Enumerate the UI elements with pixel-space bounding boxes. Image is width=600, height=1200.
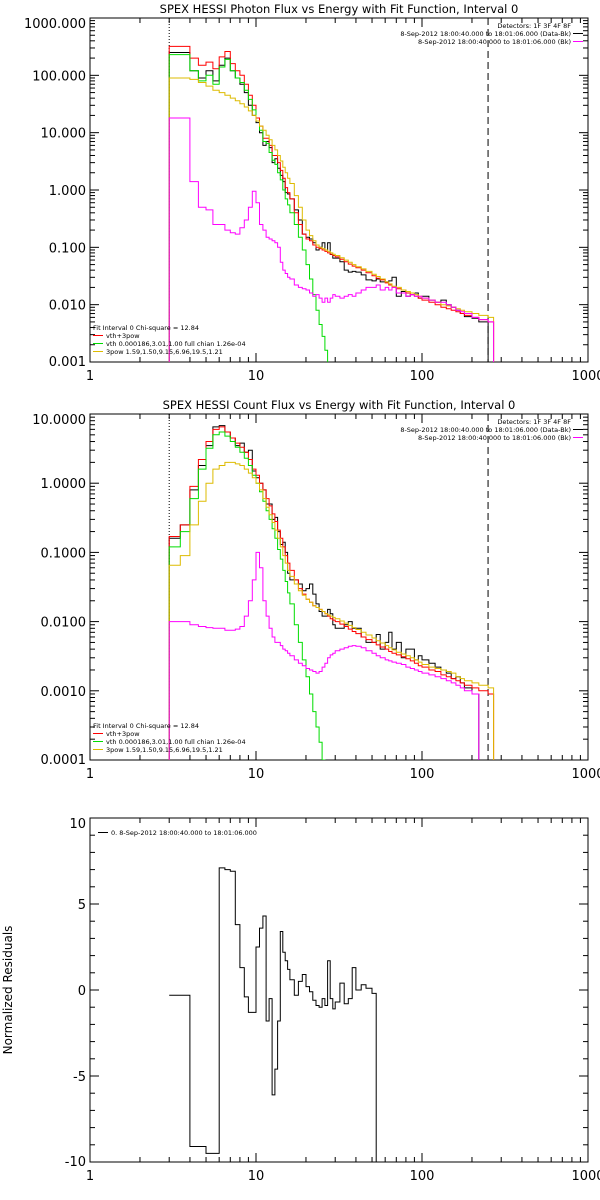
fit-legend-header: Fit Interval 0 Chi-square = 12.84 bbox=[93, 722, 199, 730]
count-flux-panel: SPEX HESSI Count Flux vs Energy with Fit… bbox=[32, 398, 600, 782]
legend-entry-label: 8-Sep-2012 18:00:40.000 to 18:01:06.000 … bbox=[418, 434, 571, 442]
residuals-panel: 1 10 100 1000 -10 -5 0 5 10 Normalized Residuals 0… bbox=[1, 817, 600, 1184]
x-tick-label: 100 bbox=[410, 369, 435, 384]
x-tick-label: 100 bbox=[410, 1169, 435, 1184]
x-tick-label: 1000 bbox=[571, 767, 600, 782]
x-tick-label: 1 bbox=[86, 369, 94, 384]
y-tick-label: 0.1000 bbox=[41, 546, 87, 561]
y-tick-label: 0.0010 bbox=[41, 685, 87, 700]
chart-title: SPEX HESSI Photon Flux vs Energy with Fi… bbox=[160, 2, 519, 16]
fit-legend-label: 3pow 1.59,1.50,9.15,6.96,19.5,1.21 bbox=[106, 348, 223, 356]
x-tick-label: 10 bbox=[248, 369, 265, 384]
legend-entry-label: 8-Sep-2012 18:00:40.000 to 18:01:06.000 … bbox=[400, 426, 571, 434]
y-tick-label: 1000.000 bbox=[24, 17, 86, 32]
series-line-2 bbox=[168, 431, 326, 760]
series-line-1 bbox=[168, 426, 495, 760]
y-tick-label: 0.0100 bbox=[41, 616, 87, 631]
fit-legend-label: vth 0.000186,3.01,1.00 full chian 1.26e-… bbox=[106, 340, 246, 348]
y-tick-label: 0.001 bbox=[49, 355, 86, 370]
series-group bbox=[169, 867, 377, 1162]
y-tick-label: -5 bbox=[73, 1070, 86, 1085]
fit-legend-label: vth+3pow bbox=[106, 730, 140, 738]
y-tick-label: 0.0001 bbox=[41, 753, 87, 768]
y-tick-label: -10 bbox=[65, 1155, 86, 1170]
x-tick-label: 1000 bbox=[571, 1169, 600, 1184]
fit-legend-label: vth 0.000186,3.01,1.00 full chian 1.26e-… bbox=[106, 738, 246, 746]
series-line-0 bbox=[169, 867, 377, 1162]
y-tick-label: 0.010 bbox=[49, 299, 86, 314]
plot-frame bbox=[89, 817, 589, 1163]
fit-legend-label: vth+3pow bbox=[106, 332, 140, 340]
y-tick-label: 0 bbox=[78, 984, 86, 999]
fit-legend-header: Fit Interval 0 Chi-square = 12.84 bbox=[93, 324, 199, 332]
series-line-4 bbox=[168, 551, 480, 760]
chart-title: SPEX HESSI Count Flux vs Energy with Fit… bbox=[163, 398, 516, 412]
series-line-4 bbox=[168, 117, 495, 362]
y-tick-label: 10.0000 bbox=[32, 413, 86, 428]
plot-frame bbox=[89, 17, 589, 363]
photon-flux-panel: SPEX HESSI Photon Flux vs Energy with Fi… bbox=[24, 2, 600, 384]
y-tick-label: 100.000 bbox=[32, 69, 86, 84]
legend-entry-label: 8-Sep-2012 18:00:40.000 to 18:01:06.000 … bbox=[418, 38, 571, 46]
series-line-1 bbox=[168, 45, 495, 362]
y-axis-label: Normalized Residuals bbox=[1, 926, 15, 1055]
series-group bbox=[168, 45, 495, 362]
y-tick-label: 10.000 bbox=[41, 127, 87, 142]
series-line-3 bbox=[168, 77, 495, 362]
detectors-label: Detectors: 1F 3F 4F 8F bbox=[497, 22, 571, 30]
x-tick-label: 1 bbox=[86, 767, 94, 782]
x-tick-label: 100 bbox=[410, 767, 435, 782]
x-tick-label: 1 bbox=[86, 1169, 94, 1184]
series-line-0 bbox=[168, 425, 480, 760]
x-tick-label: 10 bbox=[248, 1169, 265, 1184]
series-group bbox=[168, 425, 495, 760]
legend-entry-label: 8-Sep-2012 18:00:40.000 to 18:01:06.000 … bbox=[400, 30, 571, 38]
detectors-label: Detectors: 1F 3F 4F 8F bbox=[497, 418, 571, 426]
y-tick-label: 1.000 bbox=[49, 184, 86, 199]
y-tick-label: 1.0000 bbox=[41, 477, 87, 492]
series-line-3 bbox=[168, 461, 495, 760]
fit-legend-label: 3pow 1.59,1.50,9.15,6.96,19.5,1.21 bbox=[106, 746, 223, 754]
x-tick-label: 10 bbox=[248, 767, 265, 782]
y-tick-label: 0.100 bbox=[49, 241, 86, 256]
residual-legend-label: 0. 8-Sep-2012 18:00:40.000 to 18:01:06.0… bbox=[111, 829, 257, 837]
series-line-0 bbox=[168, 52, 489, 362]
x-tick-label: 1000 bbox=[571, 369, 600, 384]
y-tick-label: 10 bbox=[69, 817, 86, 832]
plot-frame bbox=[89, 413, 589, 761]
y-tick-label: 5 bbox=[78, 898, 86, 913]
series-line-2 bbox=[168, 54, 329, 362]
